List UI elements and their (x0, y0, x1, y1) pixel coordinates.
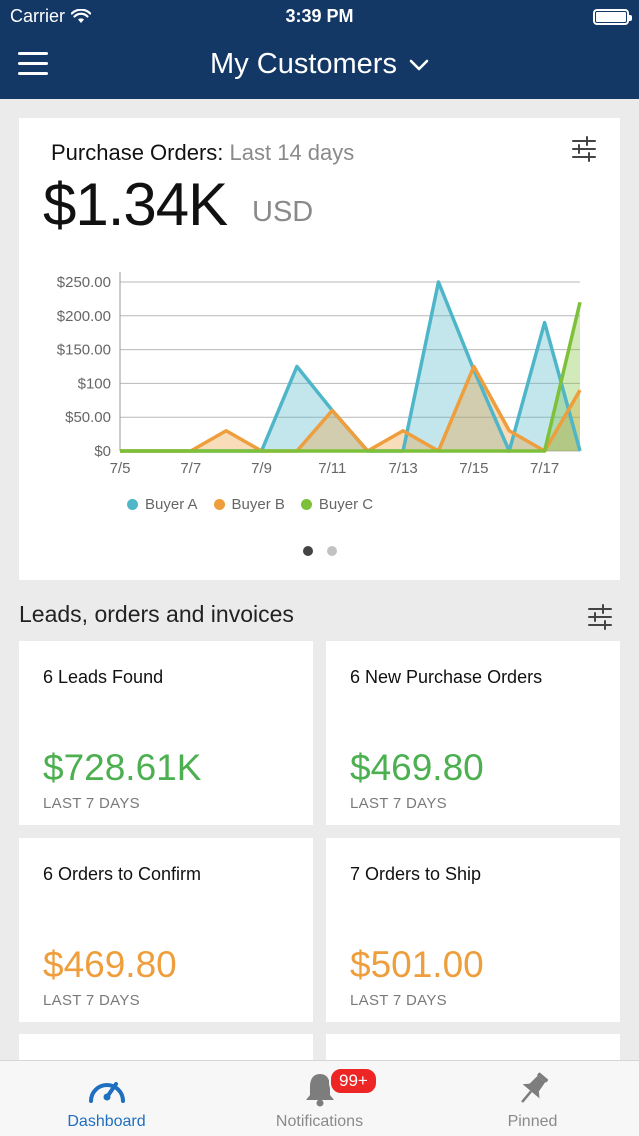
carrier: Carrier (10, 6, 92, 27)
customer-selector[interactable]: My Customers (0, 48, 639, 81)
y-tick-label: $150.00 (57, 342, 111, 359)
series-line-buyer-c (120, 301, 582, 453)
tile-amount: $501.00 (350, 944, 484, 985)
y-tick-label: $0 (94, 443, 111, 460)
legend-label: Buyer B (231, 496, 285, 513)
x-tick-label: 7/7 (180, 460, 201, 477)
purchase-orders-heading: Purchase Orders: Last 14 days (51, 140, 354, 166)
total-amount: $1.34K (43, 171, 228, 238)
battery-icon (593, 9, 632, 25)
tile-amount: $469.80 (43, 944, 177, 985)
legend-label: Buyer A (145, 496, 198, 513)
legend-item: Buyer C (300, 496, 374, 513)
status-bar: Carrier 3:39 PM (0, 0, 639, 32)
tile-amount: $728.61K (43, 747, 202, 788)
page-dot-2[interactable] (326, 546, 337, 556)
tab-notifications[interactable]: 99+ Notifications (213, 1061, 426, 1136)
section-filter-icon[interactable] (587, 604, 613, 630)
y-tick-label: $250.00 (57, 274, 111, 291)
x-tick-label: 7/5 (110, 460, 131, 477)
period-label: Last 14 days (229, 140, 355, 165)
section-title: Leads, orders and invoices (19, 601, 294, 627)
page-title: My Customers (210, 48, 397, 80)
legend-item: Buyer B (213, 496, 285, 513)
purchase-orders-label: Purchase Orders: (51, 140, 224, 165)
tile-orders-to-confirm[interactable]: 6 Orders to Confirm $469.80 LAST 7 DAYS (19, 838, 313, 1022)
tile-title: 7 Orders to Ship (350, 864, 482, 884)
y-tick-label: $200.00 (57, 308, 111, 325)
x-tick-label: 7/11 (318, 460, 346, 477)
filter-settings-icon[interactable] (571, 136, 597, 162)
tile-orders-to-ship[interactable]: 7 Orders to Ship $501.00 LAST 7 DAYS (326, 838, 620, 1022)
wifi-icon (71, 8, 92, 23)
page-indicator (19, 546, 620, 556)
series-line-buyer-a (120, 280, 582, 453)
tile-period: LAST 7 DAYS (350, 795, 447, 812)
tab-label: Notifications (275, 1113, 364, 1130)
carrier-label: Carrier (10, 6, 66, 26)
series-area-buyer-a (120, 282, 580, 451)
tab-label: Dashboard (67, 1113, 146, 1130)
series-area-buyer-b (120, 366, 580, 451)
tile-amount: $469.80 (350, 747, 484, 788)
currency-label: USD (252, 196, 314, 228)
y-tick-label: $100 (78, 375, 111, 392)
notification-badge: 99+ (329, 1067, 378, 1095)
tile-title: 6 New Purchase Orders (350, 667, 543, 687)
tile-title: 6 Leads Found (43, 667, 164, 687)
status-time: 3:39 PM (285, 6, 354, 26)
tile-leads-found[interactable]: 6 Leads Found $728.61K LAST 7 DAYS (19, 641, 313, 825)
pin-icon (520, 1072, 548, 1103)
x-tick-label: 7/13 (388, 460, 417, 477)
legend-label: Buyer C (318, 496, 374, 513)
purchase-orders-card: Purchase Orders: Last 14 days $1.34K USD… (19, 118, 620, 580)
x-tick-label: 7/15 (459, 460, 488, 477)
legend-item: Buyer A (127, 496, 198, 513)
tile-title: 6 Orders to Confirm (43, 864, 202, 884)
series-line-buyer-b (120, 364, 582, 453)
purchase-orders-chart: $250.00 $200.00 $150.00 $100 $50.00 $07/5 7/7 7… (57, 272, 582, 477)
gauge-icon (88, 1082, 125, 1103)
x-tick-label: 7/9 (251, 460, 272, 477)
page-dot-1[interactable] (302, 546, 313, 556)
tile-period: LAST 7 DAYS (43, 795, 140, 812)
tile-period: LAST 7 DAYS (350, 992, 447, 1009)
tile-period: LAST 7 DAYS (43, 992, 140, 1009)
tab-dashboard[interactable]: Dashboard (0, 1061, 213, 1136)
menu-button[interactable] (18, 52, 48, 78)
top-bar: Carrier 3:39 PM My Customers (0, 0, 639, 99)
x-tick-label: 7/17 (530, 460, 559, 477)
tab-bar: Dashboard 99+ Notifications Pinned (0, 1060, 639, 1136)
chart-legend: Buyer A Buyer B Buyer C (127, 496, 373, 513)
tile-new-purchase-orders[interactable]: 6 New Purchase Orders $469.80 LAST 7 DAY… (326, 641, 620, 825)
chevron-down-icon (409, 59, 429, 70)
tab-label: Pinned (507, 1113, 558, 1130)
y-tick-label: $50.00 (65, 409, 111, 426)
legend-swatch (213, 499, 225, 510)
bell-icon (305, 1074, 334, 1107)
legend-swatch (127, 499, 138, 510)
tab-pinned[interactable]: Pinned (426, 1061, 639, 1136)
legend-swatch (300, 499, 312, 510)
